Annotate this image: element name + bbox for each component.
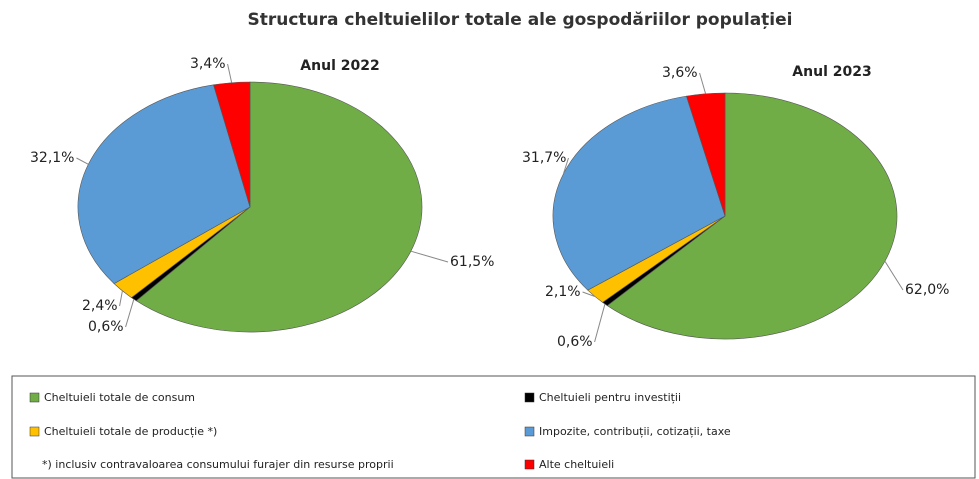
data-label: 32,1% xyxy=(30,150,74,166)
legend-swatch xyxy=(524,426,535,437)
legend-label: Impozite, contribuții, cotizații, taxe xyxy=(539,425,731,438)
leader-line xyxy=(884,261,904,291)
legend-label: Alte cheltuieli xyxy=(539,458,614,471)
data-label: 31,7% xyxy=(522,150,566,166)
legend-swatch xyxy=(524,392,535,403)
data-label: 3,6% xyxy=(662,65,698,81)
data-label: 2,4% xyxy=(82,298,118,314)
data-label: 0,6% xyxy=(557,334,593,350)
legend-swatch xyxy=(524,459,535,470)
legend-label: Cheltuieli totale de consum xyxy=(44,391,195,404)
page-title: Structura cheltuielilor totale ale gospo… xyxy=(248,10,793,30)
legend-label: Cheltuieli totale de producție *) xyxy=(44,425,217,438)
leader-line xyxy=(594,303,606,343)
pie-slice xyxy=(77,84,251,284)
legend-note: *) inclusiv contravaloarea consumului fu… xyxy=(42,458,394,471)
leader-line xyxy=(76,157,89,165)
data-label: 61,5% xyxy=(450,254,494,270)
data-label: 2,1% xyxy=(545,284,581,300)
data-label: 3,4% xyxy=(190,56,226,72)
leader-line xyxy=(227,63,233,83)
legend-swatch xyxy=(29,392,40,403)
legend-swatch xyxy=(29,426,40,437)
leader-line xyxy=(582,291,596,297)
data-label: 62,0% xyxy=(905,282,949,298)
data-label: 0,6% xyxy=(88,319,124,335)
pie-slice xyxy=(135,81,423,333)
leader-line xyxy=(410,250,449,263)
leader-line xyxy=(562,157,569,175)
legend-box xyxy=(11,375,976,479)
leader-line xyxy=(119,290,123,307)
leader-line xyxy=(125,299,135,328)
legend-label: Cheltuieli pentru investiții xyxy=(539,391,681,404)
pie-slice xyxy=(213,81,251,208)
leader-line xyxy=(699,72,707,94)
pie-title: Anul 2023 xyxy=(792,64,871,80)
pie-title: Anul 2022 xyxy=(300,58,379,74)
